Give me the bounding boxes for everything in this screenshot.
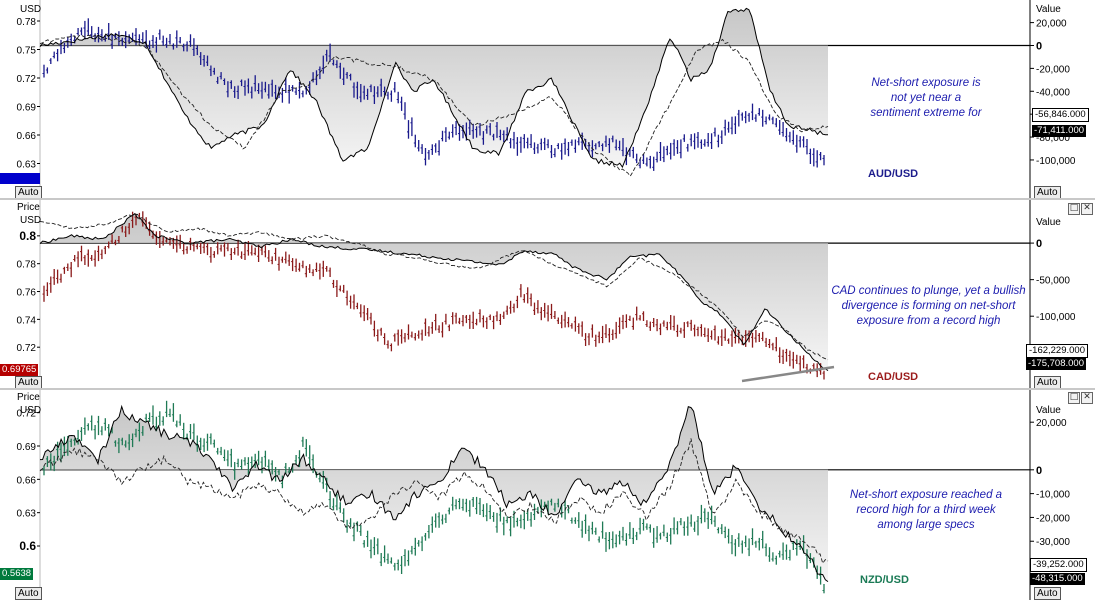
cad-usd-chart: 0.8 0.78 0.76 0.74 0.72 0 -50,000 -100,000 [17,200,1076,388]
left-tick-label: 0.8 [19,229,36,243]
nzd-left-axis-title-1: Price [17,392,40,403]
cad-value-tag-1: -162,229.000 [1026,344,1088,358]
cad-left-axis-title-1: Price [17,202,40,213]
nzd-pair-label: NZD/USD [860,574,909,586]
nzd-annotation: Net-short exposure reached a record high… [836,488,1016,533]
secondary-position-line [39,438,829,565]
right-tick-label: -80,000 [1036,133,1070,144]
price-bars [42,400,825,594]
nzd-value-tag-2: -48,315.000 [1030,573,1085,585]
net-position-area [40,213,828,371]
left-tick-label: 0.74 [17,315,37,326]
net-position-line [39,404,829,583]
cad-annotation-line-3: exposure from a record high [856,315,1001,327]
price-bars [42,18,825,171]
net-position-area [40,406,828,582]
right-tick-label: -20,000 [1036,64,1070,75]
right-tick-label: -20,000 [1036,513,1070,524]
nzd-right-axis-title: Value [1036,405,1061,416]
secondary-position-line [39,213,829,361]
nzd-right-auto-button[interactable]: Auto [1034,587,1061,600]
right-tick-label: 20,000 [1036,19,1067,30]
left-tick-label: 0.63 [17,509,37,520]
nzd-left-axis-title-2: USD [20,405,42,416]
left-tick-label: 0.78 [17,260,37,271]
aud-annotation: Net-short exposure is not yet near a sen… [836,76,1016,121]
nzd-current-price-tag: 0.5638 [0,568,34,580]
left-tick-label: 0.76 [17,288,37,299]
cad-current-price-tag: 0.69765 [0,364,39,376]
left-tick-label: 0.6 [19,539,36,553]
right-tick-label: -30,000 [1036,537,1070,548]
aud-right-axis-title: Value [1036,4,1061,15]
left-tick-label: 0.63 [17,160,37,171]
left-tick-label: 0.69 [17,442,37,453]
nzd-maximize-icon[interactable]: □ [1068,392,1080,404]
left-tick-label: 0.66 [17,475,37,486]
right-tick-label: -10,000 [1036,490,1070,501]
panel-divider-1[interactable] [0,198,1095,200]
nzd-annotation-line-3: among large specs [877,519,975,531]
nzd-annotation-line-2: record high for a third week [856,504,996,516]
left-tick-label: 0.78 [17,17,37,28]
aud-annotation-line-2: not yet near a [890,92,962,104]
divergence-trendline [741,365,835,383]
right-tick-label: 0 [1036,465,1042,477]
left-tick-label: 0.66 [17,131,37,142]
cad-maximize-icon[interactable]: □ [1068,203,1080,215]
cad-close-icon[interactable]: ✕ [1081,203,1093,215]
cad-annotation: CAD continues to plunge, yet a bullish d… [826,284,1031,329]
cad-annotation-line-2: divergence is forming on net-short [841,300,1016,312]
right-tick-label: -50,000 [1036,276,1070,287]
cad-annotation-line-1: CAD continues to plunge, yet a bullish [831,285,1026,297]
aud-usd-chart: 0.78 0.75 0.72 0.69 0.66 0.63 20,000 0 -20,000 -4… [17,0,1076,198]
aud-value-tag-2: -71,411.000 [1032,125,1087,137]
left-tick-label: 0.72 [17,343,37,354]
nzd-usd-panel: 0.72 0.69 0.66 0.63 0.6 20,000 0 -10,000 -20,000… [0,390,1095,600]
nzd-value-tag-1: -39,252.000 [1030,558,1087,572]
right-tick-label: 0 [1036,40,1042,52]
net-position-area [40,8,828,168]
aud-annotation-line-3: sentiment extreme for [870,107,982,119]
aud-current-price-marker [0,173,40,184]
aud-annotation-line-1: Net-short exposure is [871,77,981,89]
net-position-line [39,212,829,372]
aud-pair-label: AUD/USD [868,168,919,180]
right-tick-label: 0 [1036,238,1042,250]
cad-right-axis-title: Value [1036,217,1061,228]
left-tick-label: 0.75 [17,46,37,57]
nzd-usd-chart: 0.72 0.69 0.66 0.63 0.6 20,000 0 -10,000 -20,000… [17,390,1070,600]
nzd-close-icon[interactable]: ✕ [1081,392,1093,404]
nzd-left-auto-button[interactable]: Auto [15,587,42,600]
panel-divider-2[interactable] [0,388,1095,390]
secondary-position-line [39,34,829,177]
aud-left-axis-title: USD [20,4,42,15]
cad-right-auto-button[interactable]: Auto [1034,376,1061,389]
cad-usd-panel: 0.8 0.78 0.76 0.74 0.72 0 -50,000 -100,000 Pric… [0,200,1095,389]
net-position-line [39,7,828,169]
aud-usd-panel: 0.78 0.75 0.72 0.69 0.66 0.63 20,000 0 -20,000 -4… [0,0,1095,199]
right-tick-label: -40,000 [1036,87,1070,98]
left-tick-label: 0.69 [17,103,37,114]
right-tick-label: -100,000 [1036,156,1076,167]
nzd-annotation-line-1: Net-short exposure reached a [849,489,1003,501]
cad-left-axis-title-2: USD [20,215,42,226]
right-tick-label: -100,000 [1036,312,1076,323]
left-tick-label: 0.72 [17,74,37,85]
aud-value-tag-1: -56,846.000 [1032,108,1089,122]
right-tick-label: 20,000 [1036,418,1067,429]
cad-pair-label: CAD/USD [868,371,919,383]
cad-value-tag-2: -175,708.000 [1026,358,1086,370]
left-tick-label: 0.72 [17,409,37,420]
